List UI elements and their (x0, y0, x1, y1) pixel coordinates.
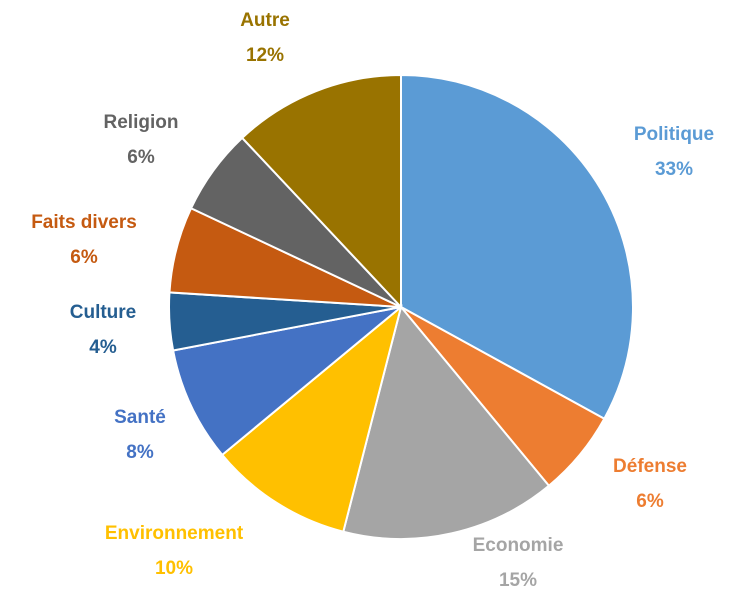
slice-label-sant-: Santé (114, 407, 166, 428)
pie-slice-politique (400, 73, 634, 421)
slice-label-d-fense: Défense (613, 456, 687, 477)
slice-label-faits-divers: Faits divers (31, 212, 137, 233)
pie-slice-environnement (220, 304, 403, 533)
slice-label-politique: Politique (634, 124, 714, 145)
slice-label-environnement: Environnement (105, 523, 244, 544)
slice-percent-environnement: 10% (155, 558, 193, 579)
pie-slices (168, 73, 634, 540)
slice-percent-religion: 6% (127, 147, 155, 168)
pie-slice-sant- (171, 306, 402, 457)
pie-slice-autre (240, 73, 402, 310)
pie-slice-economie (342, 304, 551, 540)
slice-percent-d-fense: 6% (636, 491, 664, 512)
slice-label-autre: Autre (240, 10, 290, 31)
slice-percent-faits-divers: 6% (70, 247, 98, 268)
slice-percent-sant-: 8% (126, 442, 154, 463)
slice-percent-economie: 15% (499, 570, 537, 591)
slice-percent-culture: 4% (89, 337, 117, 358)
slice-label-economie: Economie (473, 535, 564, 556)
pie-labels: Politique 33% Défense 6% Economie 15% Environn… (31, 10, 714, 591)
slice-percent-autre: 12% (246, 45, 284, 66)
slice-label-religion: Religion (104, 112, 179, 133)
slice-percent-politique: 33% (655, 159, 693, 180)
slice-label-culture: Culture (70, 302, 137, 323)
